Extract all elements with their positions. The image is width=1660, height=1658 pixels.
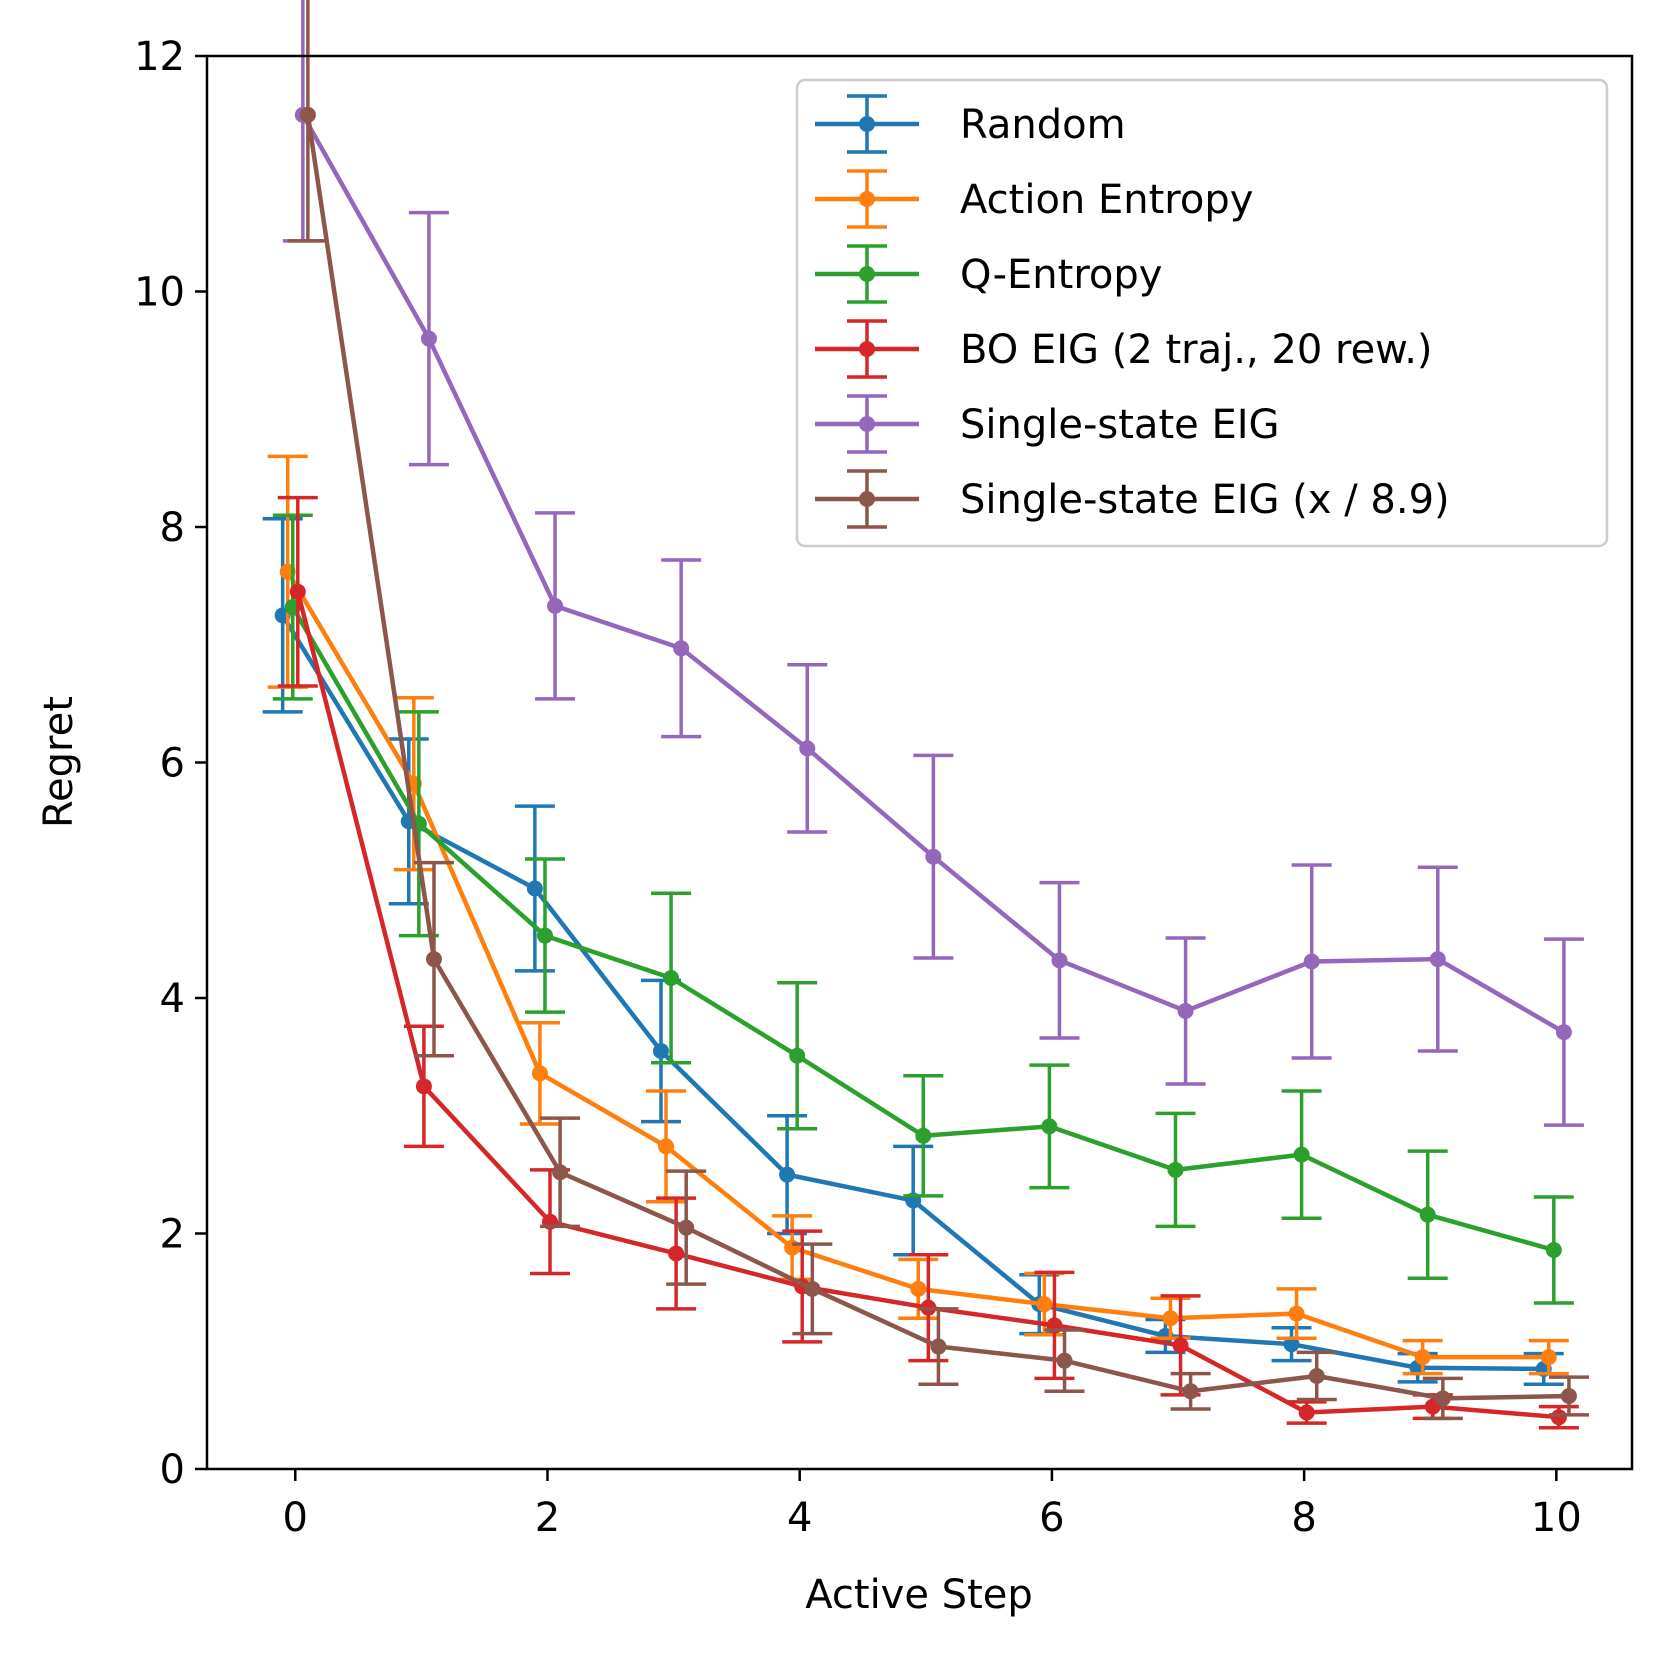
data-point bbox=[1560, 1387, 1577, 1404]
legend-entry: Single-state EIG (x / 8.9) bbox=[815, 469, 1450, 529]
y-tick-label: 4 bbox=[160, 976, 185, 1022]
data-point bbox=[789, 1047, 806, 1064]
y-tick-label: 10 bbox=[134, 270, 185, 316]
series-5 bbox=[287, 0, 1589, 1421]
y-tick-label: 0 bbox=[160, 1447, 185, 1493]
data-point bbox=[1293, 1146, 1310, 1163]
data-point bbox=[1177, 1002, 1194, 1019]
data-point bbox=[1429, 951, 1446, 968]
data-point bbox=[1414, 1349, 1431, 1366]
data-point bbox=[1182, 1383, 1199, 1400]
data-point bbox=[1167, 1161, 1184, 1178]
data-point bbox=[799, 740, 816, 757]
legend-entry: Q-Entropy bbox=[815, 244, 1162, 304]
data-point bbox=[526, 880, 543, 897]
data-point bbox=[1550, 1409, 1567, 1426]
data-point bbox=[531, 1065, 548, 1082]
series-layer bbox=[262, 0, 1589, 1430]
data-point bbox=[673, 640, 690, 657]
series-3 bbox=[277, 495, 1579, 1430]
data-point bbox=[536, 927, 553, 944]
data-point bbox=[1545, 1241, 1562, 1258]
data-point bbox=[1308, 1367, 1325, 1384]
legend-entry: Random bbox=[815, 94, 1126, 154]
legend-entries: Random Action Entropy Q-Entropy BO EIG (2 t… bbox=[815, 94, 1450, 529]
legend: Random Action Entropy Q-Entropy BO EIG (2 t… bbox=[795, 78, 1609, 548]
legend-swatch-marker bbox=[859, 416, 875, 432]
data-point bbox=[678, 1219, 695, 1236]
data-point bbox=[420, 330, 437, 347]
data-point bbox=[930, 1338, 947, 1355]
legend-label: Q-Entropy bbox=[960, 252, 1162, 298]
data-point bbox=[425, 951, 442, 968]
data-point bbox=[289, 583, 306, 600]
data-point bbox=[1419, 1206, 1436, 1223]
data-point bbox=[1056, 1352, 1073, 1369]
y-axis-label: Regret bbox=[36, 696, 82, 828]
data-point bbox=[1162, 1310, 1179, 1327]
data-point bbox=[1283, 1336, 1300, 1353]
series-1 bbox=[267, 454, 1569, 1376]
legend-label: Random bbox=[960, 102, 1126, 148]
legend-label: BO EIG (2 traj., 20 rew.) bbox=[960, 327, 1433, 373]
ticks-layer: 0 2 4 6 8 10 0 2 4 6 8 10 12 bbox=[134, 34, 1582, 1541]
x-tick-label: 6 bbox=[1039, 1495, 1064, 1541]
legend-entry: BO EIG (2 traj., 20 rew.) bbox=[815, 319, 1433, 379]
y-tick-label: 8 bbox=[160, 505, 185, 551]
legend-entry: Action Entropy bbox=[815, 169, 1253, 229]
data-point bbox=[299, 106, 316, 123]
y-tick-label: 12 bbox=[134, 34, 185, 80]
legend-swatch-marker bbox=[859, 266, 875, 282]
legend-swatch-marker bbox=[859, 341, 875, 357]
data-point bbox=[910, 1280, 927, 1297]
data-point bbox=[415, 1078, 432, 1095]
x-axis-label: Active Step bbox=[805, 1572, 1033, 1618]
data-point bbox=[1051, 952, 1068, 969]
data-point bbox=[1434, 1390, 1451, 1407]
legend-swatch-marker bbox=[859, 191, 875, 207]
legend-box bbox=[795, 78, 1609, 548]
x-tick-label: 10 bbox=[1531, 1495, 1582, 1541]
data-point bbox=[1540, 1349, 1557, 1366]
data-point bbox=[652, 1042, 669, 1059]
x-tick-label: 4 bbox=[787, 1495, 812, 1541]
data-point bbox=[925, 848, 942, 865]
y-tick-label: 6 bbox=[160, 741, 185, 787]
data-point bbox=[784, 1239, 801, 1256]
legend-swatch-marker bbox=[859, 491, 875, 507]
x-tick-label: 8 bbox=[1291, 1495, 1316, 1541]
data-point bbox=[552, 1164, 569, 1181]
data-point bbox=[1298, 1404, 1315, 1421]
legend-swatch-marker bbox=[859, 116, 875, 132]
data-point bbox=[1303, 953, 1320, 970]
data-point bbox=[1036, 1296, 1053, 1313]
series-line bbox=[285, 570, 1549, 1360]
data-point bbox=[1555, 1024, 1572, 1041]
legend-entry: Single-state EIG bbox=[815, 394, 1280, 454]
legend-label: Single-state EIG (x / 8.9) bbox=[960, 477, 1450, 523]
legend-label: Single-state EIG bbox=[960, 402, 1280, 448]
data-point bbox=[915, 1127, 932, 1144]
data-point bbox=[547, 597, 564, 614]
data-point bbox=[779, 1166, 796, 1183]
data-point bbox=[1041, 1118, 1058, 1135]
series-4 bbox=[282, 0, 1584, 1127]
x-tick-label: 0 bbox=[283, 1495, 308, 1541]
data-point bbox=[1288, 1305, 1305, 1322]
y-tick-label: 2 bbox=[160, 1212, 185, 1258]
data-point bbox=[804, 1280, 821, 1297]
data-point bbox=[1172, 1337, 1189, 1354]
legend-label: Action Entropy bbox=[960, 177, 1253, 223]
x-tick-label: 2 bbox=[535, 1495, 560, 1541]
data-point bbox=[668, 1245, 685, 1262]
data-point bbox=[663, 969, 680, 986]
data-point bbox=[658, 1138, 675, 1155]
